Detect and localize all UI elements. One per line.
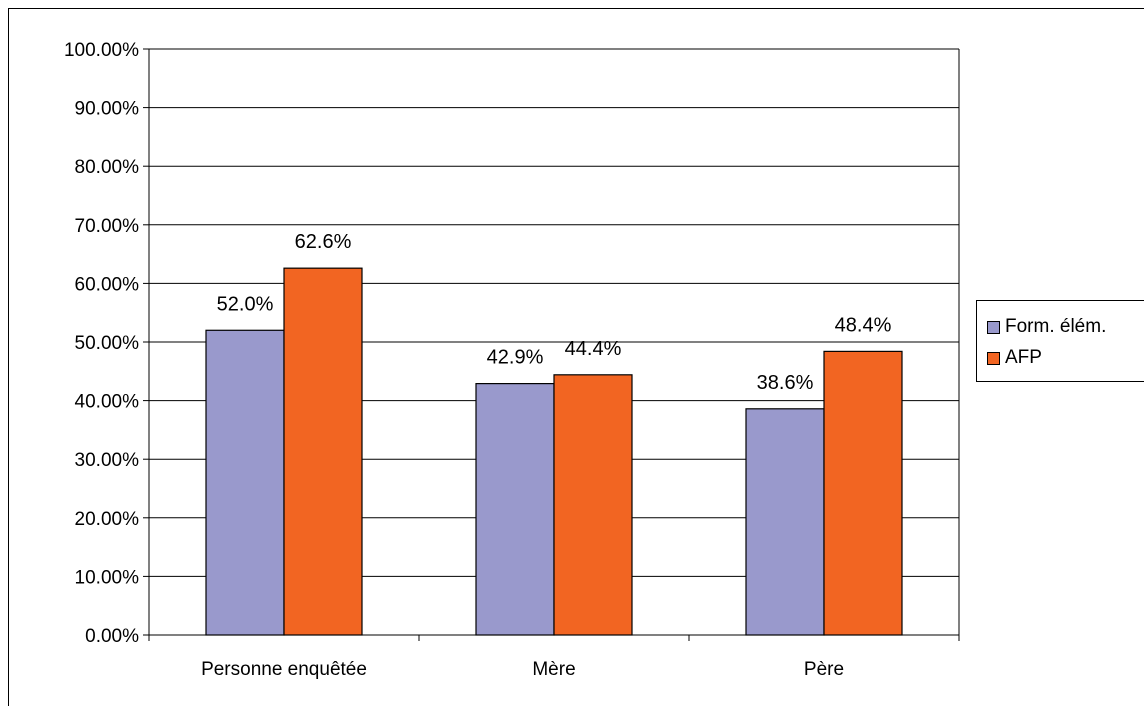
bar-form-elem (205, 329, 285, 636)
y-tick-label: 40.00% (75, 392, 140, 413)
chart-frame: 0.00% 10.00% 20.00% 30.00% 40.00% 50.00% 60.00… (8, 8, 1144, 706)
bar-chart: 0.00% 10.00% 20.00% 30.00% 40.00% 50.00% 60.00… (64, 40, 960, 680)
y-tick-label: 80.00% (75, 157, 140, 178)
data-label: 52.0% (217, 293, 274, 315)
legend-swatch-form-elem (987, 320, 1000, 334)
bar-form-elem (475, 383, 555, 636)
bar-afp (553, 374, 633, 636)
legend-swatch-afp (987, 351, 1000, 365)
legend-item-form-elem: Form. élém. (987, 316, 1106, 338)
data-label: 38.6% (757, 372, 814, 394)
y-tick-label: 10.00% (75, 567, 140, 588)
data-label: 62.6% (295, 231, 352, 253)
y-tick-label: 20.00% (75, 509, 140, 530)
legend-label-form-elem: Form. élém. (1005, 316, 1107, 337)
bar-afp (823, 350, 903, 636)
data-label: 44.4% (565, 338, 622, 360)
y-tick-label: 70.00% (75, 216, 140, 237)
x-category-label: Personne enquêtée (201, 659, 367, 680)
y-tick-label: 0.00% (85, 626, 139, 647)
legend-item-afp: AFP (987, 347, 1042, 369)
bar-form-elem (745, 408, 825, 636)
y-tick-label: 100.00% (64, 40, 139, 61)
data-label: 48.4% (835, 314, 892, 336)
legend: Form. élém. AFP (976, 300, 1144, 382)
x-category-label: Père (804, 659, 844, 680)
y-tick-label: 30.00% (75, 450, 140, 471)
y-tick-label: 60.00% (75, 274, 140, 295)
y-tick-label: 90.00% (75, 99, 140, 120)
data-label: 42.9% (487, 347, 544, 369)
y-tick-label: 50.00% (75, 333, 140, 354)
legend-label-afp: AFP (1005, 347, 1042, 368)
bar-afp (283, 267, 363, 636)
x-category-label: Mère (532, 659, 575, 680)
